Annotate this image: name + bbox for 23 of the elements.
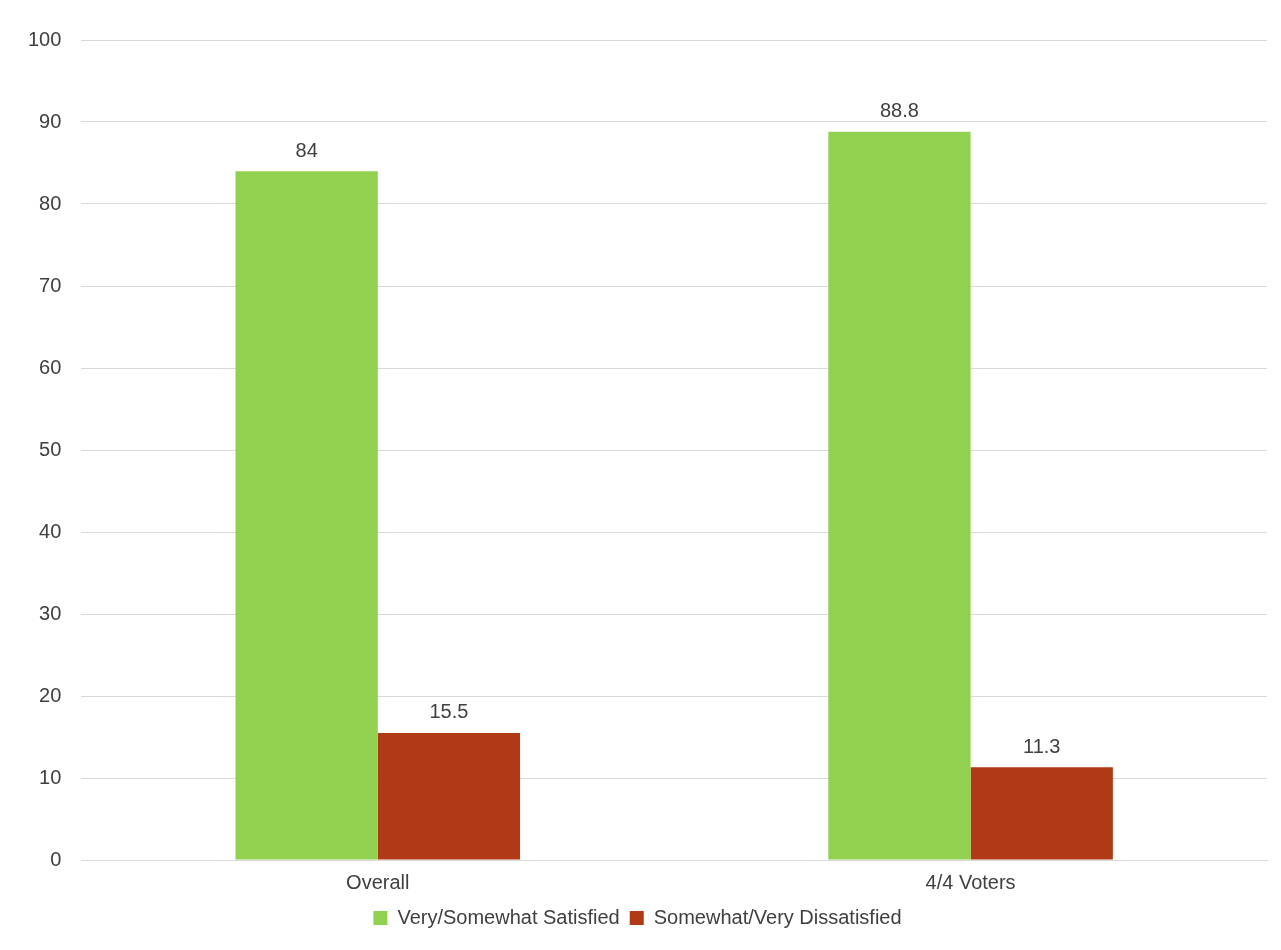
data-label: 11.3 xyxy=(1023,734,1061,757)
y-tick-label: 0 xyxy=(50,847,62,870)
x-tick-label: Overall xyxy=(346,870,410,893)
x-tick-label: 4/4 Voters xyxy=(925,870,1016,893)
data-label: 15.5 xyxy=(429,700,469,723)
y-tick-label: 20 xyxy=(39,683,62,706)
legend-label: Very/Somewhat Satisfied xyxy=(397,905,620,928)
y-tick-label: 40 xyxy=(39,519,62,542)
data-label: 88.8 xyxy=(879,99,919,122)
data-label: 84 xyxy=(295,138,318,161)
bar xyxy=(828,131,971,860)
bar xyxy=(235,171,378,860)
y-tick-label: 60 xyxy=(39,355,62,378)
y-tick-label: 30 xyxy=(39,601,62,624)
y-tick-label: 90 xyxy=(39,109,62,132)
y-tick-label: 70 xyxy=(39,273,62,296)
y-tick-label: 80 xyxy=(39,191,62,214)
bar xyxy=(970,767,1113,860)
bar xyxy=(377,732,521,860)
y-tick-label: 50 xyxy=(39,437,62,460)
y-tick-label: 10 xyxy=(39,765,62,788)
legend-label: Somewhat/Very Dissatisfied xyxy=(653,905,902,928)
y-tick-label: 100 xyxy=(27,27,62,50)
